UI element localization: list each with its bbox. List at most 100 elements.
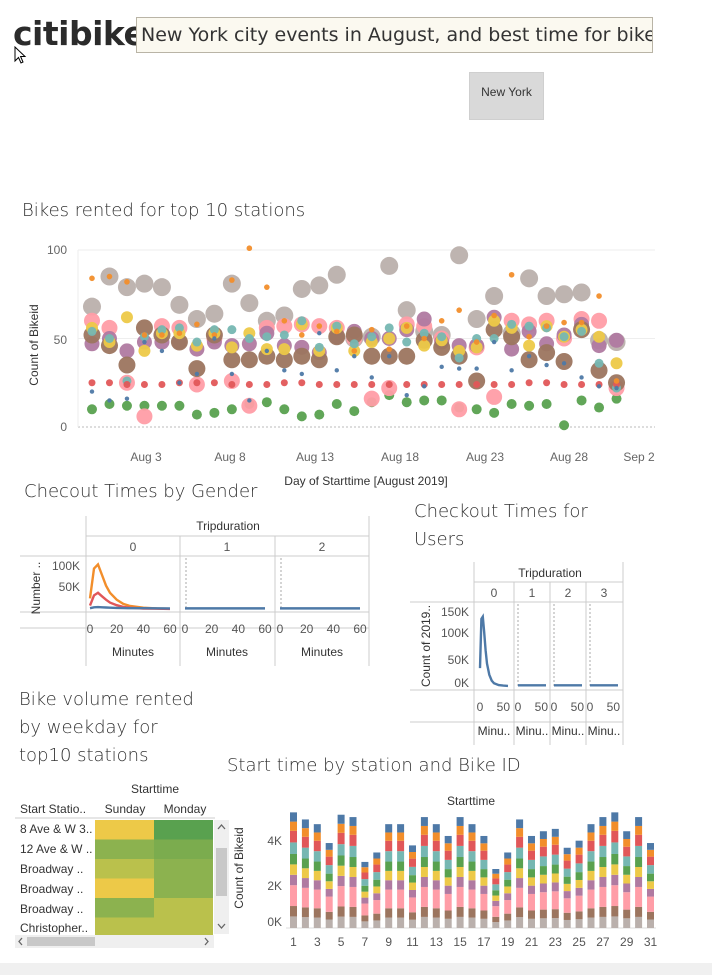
scatter-point[interactable] — [509, 368, 514, 373]
bar-segment[interactable] — [480, 859, 488, 870]
scatter-point[interactable] — [473, 339, 480, 345]
scatter-point[interactable] — [136, 408, 153, 425]
bar-segment[interactable] — [444, 893, 452, 911]
scatter-point[interactable] — [397, 301, 416, 320]
heatmap-cell[interactable] — [154, 878, 213, 899]
line-series[interactable] — [88, 562, 171, 610]
bar-segment[interactable] — [385, 824, 393, 833]
bar-segment[interactable] — [313, 889, 321, 909]
bar-segment[interactable] — [539, 883, 547, 893]
bar-segment[interactable] — [492, 900, 500, 907]
scatter-point[interactable] — [349, 339, 359, 349]
bar-segment[interactable] — [361, 903, 369, 916]
bar-segment[interactable] — [587, 889, 595, 909]
bar-segment[interactable] — [349, 906, 357, 917]
bar-segment[interactable] — [551, 836, 559, 845]
scatter-point[interactable] — [262, 332, 272, 342]
scatter-point[interactable] — [245, 381, 253, 389]
bar-segment[interactable] — [563, 860, 571, 869]
bar-segment[interactable] — [480, 869, 488, 878]
bar-segment[interactable] — [516, 917, 524, 928]
bar-segment[interactable] — [290, 916, 297, 928]
bar-segment[interactable] — [373, 879, 381, 887]
scatter-point[interactable] — [451, 401, 468, 418]
scatter-point[interactable] — [293, 347, 311, 365]
bar-segment[interactable] — [623, 892, 631, 910]
bar-segment[interactable] — [528, 869, 535, 878]
scatter-point[interactable] — [159, 332, 165, 338]
bar-segment[interactable] — [647, 881, 654, 889]
heatmap-cell[interactable] — [154, 839, 213, 860]
scatter-point[interactable] — [520, 269, 539, 288]
scatter-point[interactable] — [544, 362, 549, 368]
bar-segment[interactable] — [468, 870, 476, 881]
bar-segment[interactable] — [528, 893, 535, 911]
bar-segment[interactable] — [575, 919, 583, 928]
new-york-filter-button[interactable]: New York — [469, 72, 544, 120]
bar-segment[interactable] — [361, 867, 369, 873]
scatter-point[interactable] — [187, 310, 206, 329]
bar-segment[interactable] — [385, 917, 393, 928]
bar-segment[interactable] — [444, 877, 452, 886]
bar-segment[interactable] — [409, 912, 416, 920]
scatter-point[interactable] — [194, 321, 200, 328]
scatter-point[interactable] — [240, 294, 259, 313]
scatter-point[interactable] — [124, 279, 130, 285]
scatter-point[interactable] — [282, 368, 287, 373]
scatter-point[interactable] — [403, 323, 410, 329]
scroll-right-icon[interactable] — [204, 937, 209, 946]
scatter-point[interactable] — [403, 381, 411, 389]
bar-segment[interactable] — [361, 891, 369, 898]
bar-segment[interactable] — [337, 865, 345, 876]
bar-segment[interactable] — [575, 895, 583, 912]
scatter-point[interactable] — [345, 326, 363, 344]
scatter-point[interactable] — [350, 381, 358, 389]
scatter-point[interactable] — [310, 276, 329, 295]
bar-segment[interactable] — [385, 832, 393, 841]
scatter-point[interactable] — [490, 381, 498, 389]
scatter-point[interactable] — [578, 319, 585, 326]
heatmap-cell[interactable] — [154, 917, 213, 938]
scatter-point[interactable] — [384, 323, 394, 333]
scatter-point[interactable] — [560, 381, 568, 389]
scatter-point[interactable] — [88, 379, 96, 387]
scatter-point[interactable] — [82, 297, 101, 316]
bar-segment[interactable] — [337, 886, 345, 907]
bar-segment[interactable] — [432, 840, 440, 852]
bar-segment[interactable] — [420, 906, 428, 917]
bar-segment[interactable] — [373, 872, 381, 880]
bar-segment[interactable] — [337, 916, 345, 928]
bar-segment[interactable] — [290, 812, 297, 822]
bar-segment[interactable] — [492, 922, 500, 928]
scatter-point[interactable] — [591, 338, 607, 354]
scatter-point[interactable] — [118, 356, 136, 374]
scatter-point[interactable] — [314, 342, 324, 352]
scatter-point[interactable] — [135, 274, 154, 293]
bar-segment[interactable] — [492, 890, 500, 896]
heatmap-cell[interactable] — [95, 839, 154, 860]
bar-segment[interactable] — [456, 906, 464, 917]
bar-segment[interactable] — [361, 885, 369, 892]
bar-segment[interactable] — [409, 919, 416, 928]
scatter-point[interactable] — [334, 368, 339, 373]
bar-segment[interactable] — [468, 840, 476, 852]
scatter-point[interactable] — [610, 357, 623, 370]
bar-segment[interactable] — [337, 814, 345, 824]
scatter-point[interactable] — [491, 339, 497, 345]
bar-segment[interactable] — [420, 866, 428, 877]
bar-segment[interactable] — [504, 858, 512, 865]
bar-segment[interactable] — [361, 915, 369, 922]
weekday-heatmap[interactable]: Starttime Start Statio.. Sunday Monday 8… — [15, 778, 235, 953]
scatter-point[interactable] — [543, 379, 551, 387]
bar-segment[interactable] — [456, 886, 464, 907]
bar-segment[interactable] — [420, 834, 428, 846]
bar-segment[interactable] — [599, 857, 607, 867]
bar-segment[interactable] — [599, 906, 607, 917]
scatter-point[interactable] — [314, 409, 325, 420]
scatter-point[interactable] — [174, 323, 184, 333]
scatter-point[interactable] — [485, 321, 503, 339]
scatter-point[interactable] — [279, 330, 289, 340]
scatter-point[interactable] — [246, 245, 253, 252]
scatter-point[interactable] — [106, 273, 113, 280]
bar-segment[interactable] — [647, 896, 654, 912]
